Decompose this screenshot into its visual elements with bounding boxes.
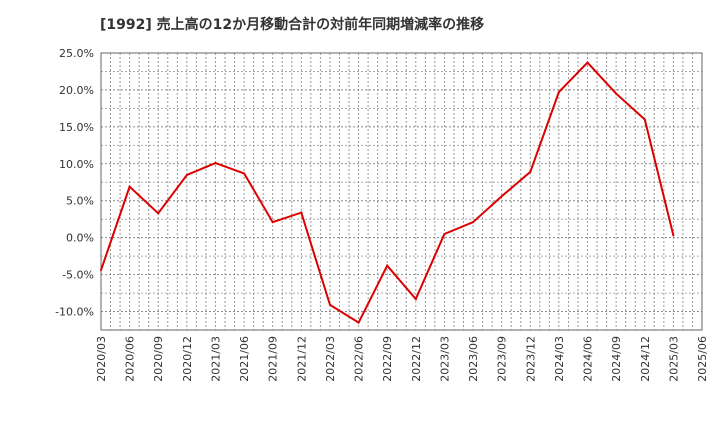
- y-tick-label: 20.0%: [59, 84, 94, 97]
- y-tick-label: 15.0%: [59, 121, 94, 134]
- data-point: [643, 118, 646, 121]
- x-tick-label: 2022/06: [353, 336, 366, 382]
- x-tick-label: 2020/09: [152, 336, 165, 382]
- data-point: [672, 234, 675, 237]
- x-tick-label: 2021/12: [295, 336, 308, 382]
- y-tick-label: 5.0%: [66, 195, 94, 208]
- data-point: [300, 211, 303, 214]
- data-point: [185, 173, 188, 176]
- x-tick-label: 2023/06: [467, 336, 480, 382]
- x-tick-label: 2020/06: [124, 336, 137, 382]
- data-point: [615, 92, 618, 95]
- plot-area-frame: [100, 52, 703, 331]
- x-axis-ticks: 2020/03 2020/06 2020/09 2020/12 2021/03 2021/…: [95, 336, 709, 382]
- x-tick-label: 2024/06: [582, 336, 595, 382]
- data-point: [128, 185, 131, 188]
- x-tick-label: 2022/12: [410, 336, 423, 382]
- data-point: [157, 212, 160, 215]
- x-tick-label: 2020/12: [181, 336, 194, 382]
- grid-layer: [100, 52, 703, 331]
- data-point: [243, 172, 246, 175]
- data-point: [500, 195, 503, 198]
- x-tick-label: 2022/09: [381, 336, 394, 382]
- x-tick-label: 2021/09: [267, 336, 280, 382]
- data-point: [271, 221, 274, 224]
- data-point: [557, 91, 560, 94]
- data-point: [328, 303, 331, 306]
- data-point: [443, 232, 446, 235]
- y-axis-ticks: 25.0% 20.0% 15.0% 10.0% 5.0% 0.0% -5.0% -10.0%: [55, 47, 94, 319]
- x-tick-label: 2023/12: [524, 336, 537, 382]
- data-point: [357, 321, 360, 324]
- x-tick-label: 2025/06: [696, 336, 709, 382]
- y-tick-label: -10.0%: [55, 306, 94, 319]
- y-tick-label: 10.0%: [59, 158, 94, 171]
- x-tick-label: 2024/09: [610, 336, 623, 382]
- x-tick-label: 2022/03: [324, 336, 337, 382]
- chart-title: [1992] 売上高の12か月移動合計の対前年同期増減率の推移: [100, 17, 485, 33]
- data-point: [100, 269, 102, 272]
- data-point: [529, 170, 532, 173]
- x-tick-label: 2023/09: [496, 336, 509, 382]
- y-tick-label: -5.0%: [62, 269, 94, 282]
- x-tick-label: 2020/03: [95, 336, 108, 382]
- x-tick-label: 2021/06: [238, 336, 251, 382]
- x-tick-label: 2024/12: [639, 336, 652, 382]
- y-tick-label: 0.0%: [66, 232, 94, 245]
- series-layer: [100, 61, 675, 325]
- data-point: [586, 61, 589, 64]
- x-tick-label: 2024/03: [553, 336, 566, 382]
- y-tick-label: 25.0%: [59, 47, 94, 60]
- x-tick-label: 2023/03: [438, 336, 451, 382]
- data-point: [386, 264, 389, 267]
- x-tick-label: 2021/03: [209, 336, 222, 382]
- data-point: [214, 162, 217, 165]
- data-point: [472, 221, 475, 224]
- x-tick-label: 2025/03: [667, 336, 680, 382]
- data-point: [414, 297, 417, 300]
